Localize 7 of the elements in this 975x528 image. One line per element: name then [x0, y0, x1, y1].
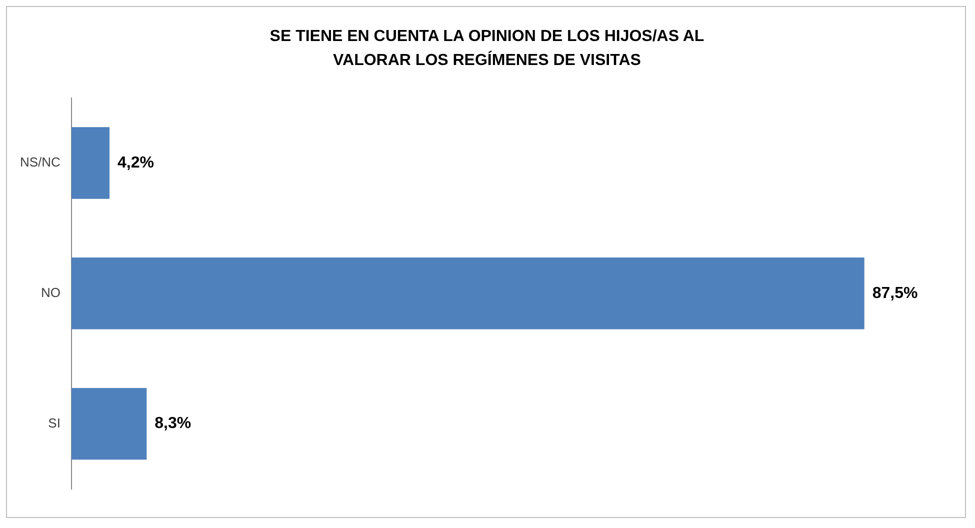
- y-tick-label: SI: [48, 415, 60, 430]
- y-tick-label: NO: [40, 284, 60, 300]
- data-label: 87,5%: [872, 284, 918, 302]
- chart-title: SE TIENE EN CUENTA LA OPINION DE LOS HIJOS/AS AL VALORAR LOS REGÍMENES DE VISITAS: [268, 27, 706, 71]
- y-tick-label: NS/NC: [20, 154, 60, 170]
- data-label: 8,3%: [154, 415, 192, 432]
- data-label: 4,2%: [118, 154, 154, 172]
